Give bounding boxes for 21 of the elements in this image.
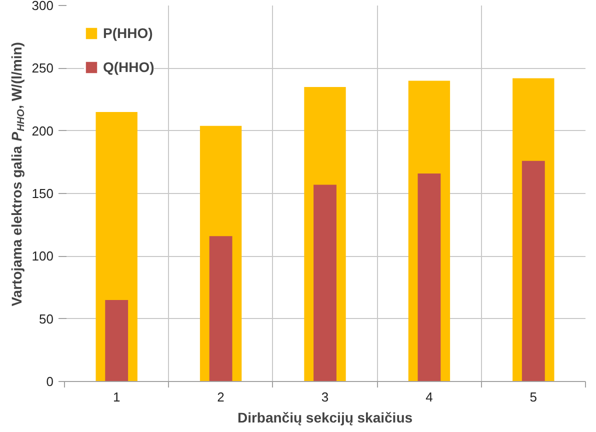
legend-label: Q(HHO) [103, 59, 154, 75]
x-tick-label: 4 [426, 390, 433, 404]
y-tick-label: 250 [32, 60, 54, 76]
y-axis-title: Vartojama elektros galia PHHO, W/(l/min) [8, 42, 27, 306]
y-tick-label: 0 [46, 374, 54, 389]
bar [209, 236, 232, 382]
x-tick-label: 3 [321, 390, 329, 404]
x-axis-title: Dirbančių sekcijų skaičius [237, 410, 413, 426]
x-tick-label: 5 [530, 390, 538, 404]
x-tick-label: 1 [112, 390, 120, 404]
y-tick-label: 50 [39, 311, 54, 326]
bar [418, 173, 441, 382]
bar [522, 160, 545, 382]
bar [105, 300, 128, 382]
y-tick-label: 100 [32, 248, 54, 264]
bar [314, 184, 336, 382]
legend-label: P(HHO) [103, 25, 153, 41]
y-tick-label: 200 [32, 123, 54, 138]
y-tick-label: 150 [32, 186, 54, 201]
y-tick-label: 300 [32, 0, 54, 13]
x-tick-label: 2 [217, 390, 224, 404]
